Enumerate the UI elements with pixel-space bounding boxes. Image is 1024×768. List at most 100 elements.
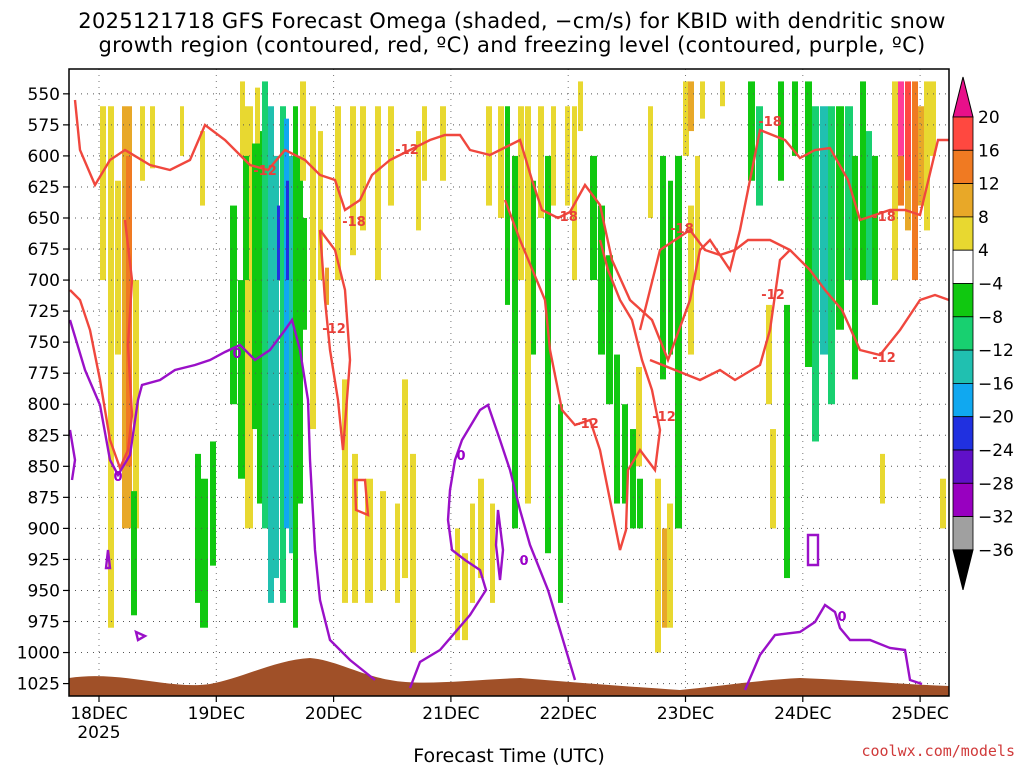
x-tick-label: 18DEC xyxy=(70,704,127,724)
colorbar-label: −32 xyxy=(978,508,1014,528)
dendritic-contour-label: -12 xyxy=(652,410,676,425)
omega-shade-strip xyxy=(688,205,694,355)
colorbar-label: −20 xyxy=(978,408,1014,428)
y-tick-label: 650 xyxy=(28,209,60,229)
omega-shade-strip xyxy=(238,280,245,479)
dendritic-contour-label: -12 xyxy=(872,351,896,366)
colorbar-label: 4 xyxy=(978,241,989,261)
omega-shade-strip xyxy=(590,155,597,281)
y-tick-label: 775 xyxy=(28,364,60,384)
dendritic-contour-label: -12 xyxy=(253,164,277,179)
y-axis-pressure: 550 575 600 625 650 675 700 725 750 775 800 825 850 8… xyxy=(17,85,69,695)
omega-shade-strip xyxy=(300,81,306,181)
omega-shade-strip xyxy=(898,155,904,206)
omega-shade-strip xyxy=(512,155,518,529)
omega-shade-strip xyxy=(380,491,386,591)
dendritic-contour-label: -18 xyxy=(758,115,782,130)
x-axis-label: Forecast Time (UTC) xyxy=(413,745,604,767)
omega-shade-strip xyxy=(298,155,303,504)
x-tick-label: 24DEC xyxy=(774,704,831,724)
omega-shade-strip xyxy=(243,155,249,281)
credit-text: coolwx.com/models xyxy=(861,742,1015,760)
omega-shade-strip xyxy=(455,528,460,641)
omega-shade-strip xyxy=(667,503,673,628)
colorbar-segment xyxy=(952,416,974,451)
colorbar-bottom-arrow xyxy=(952,549,974,591)
omega-shade-strip xyxy=(325,267,329,305)
y-tick-label: 975 xyxy=(28,613,60,633)
omega-shade-strip xyxy=(230,205,237,405)
omega-shade-strip xyxy=(293,106,298,628)
dendritic-contour-label: -12 xyxy=(761,288,785,303)
omega-shade-strip xyxy=(880,453,885,504)
y-tick-label: 875 xyxy=(28,488,60,508)
freezing-contour-blob1 xyxy=(104,549,112,570)
colorbar-segment xyxy=(952,349,974,384)
omega-shade-strip xyxy=(108,106,114,628)
omega-shade-strip xyxy=(648,106,653,218)
omega-shade-strip xyxy=(836,106,844,330)
omega-shade-strip xyxy=(660,155,666,380)
freezing-contour-main xyxy=(69,317,376,681)
freezing-contour-label: 0 xyxy=(519,554,528,569)
colorbar-label: 12 xyxy=(978,175,1000,195)
freezing-contour-left-edge xyxy=(69,429,77,481)
y-tick-label: 600 xyxy=(28,147,60,167)
plot-frame xyxy=(68,68,950,697)
colorbar-top-arrow xyxy=(952,76,974,118)
omega-shade-strip xyxy=(695,155,700,281)
freezing-level-contours xyxy=(69,317,923,691)
omega-shade-strip xyxy=(720,81,725,107)
omega-shade-strip xyxy=(940,478,946,529)
omega-shade-strip xyxy=(416,131,421,231)
omega-shade-strip xyxy=(478,478,484,579)
omega-shade-strip xyxy=(538,106,544,218)
y-tick-label: 700 xyxy=(28,271,60,291)
omega-shade-strip xyxy=(518,106,524,281)
omega-shade-strip xyxy=(812,106,819,442)
omega-shade-strip xyxy=(252,143,258,430)
colorbar-segment xyxy=(952,382,974,418)
colorbar-segment xyxy=(952,283,974,318)
y-tick-label: 725 xyxy=(28,302,60,322)
omega-shade-strip xyxy=(280,106,286,603)
omega-shade-strip xyxy=(598,205,605,355)
omega-shade-strip xyxy=(545,155,551,554)
omega-shade-strip xyxy=(668,180,673,355)
omega-shade-strip xyxy=(180,106,184,156)
y-tick-label: 675 xyxy=(28,240,60,260)
omega-shade-strip xyxy=(245,106,253,529)
chart-title-line-1: 2025121718 GFS Forecast Omega (shaded, −… xyxy=(78,9,946,33)
omega-shade-strip xyxy=(490,503,495,603)
omega-shade-strip xyxy=(683,81,689,156)
omega-shade-strip xyxy=(655,478,661,653)
omega-shade-strip xyxy=(115,180,121,355)
omega-shade-strip xyxy=(898,81,904,156)
omega-shade-strip xyxy=(140,106,145,181)
omega-shade-strip xyxy=(470,503,475,603)
omega-shade-strip xyxy=(531,180,536,355)
omega-shade-strip xyxy=(805,81,812,367)
colorbar-label: −8 xyxy=(978,308,1003,328)
x-tick-label: 19DEC xyxy=(188,704,245,724)
colorbar-label: −4 xyxy=(978,275,1003,295)
omega-shade-strip xyxy=(880,32,885,57)
colorbar-legend: 20 16 12 8 4 −4 −8 −12 −16 −20 −24 −28 −32 −36 xyxy=(952,76,1014,591)
dendritic-contour-upper xyxy=(73,99,949,364)
omega-shade-strip xyxy=(784,304,790,579)
plot-grid xyxy=(69,69,949,696)
omega-shade-strip xyxy=(766,304,772,405)
omega-shade-strip xyxy=(860,81,866,281)
y-tick-label: 575 xyxy=(28,116,60,136)
colorbar-segment xyxy=(952,316,974,351)
x-tick-label: 25DEC xyxy=(891,704,948,724)
y-tick-label: 925 xyxy=(28,550,60,570)
freezing-contour-blob3 xyxy=(494,509,505,581)
omega-shade-strip xyxy=(100,106,106,281)
colorbar-segment xyxy=(952,116,974,151)
omega-shade-strip xyxy=(274,155,279,579)
omega-shade-strip xyxy=(845,106,853,281)
omega-shade-strip xyxy=(150,106,155,169)
omega-shade-strip xyxy=(255,87,260,144)
